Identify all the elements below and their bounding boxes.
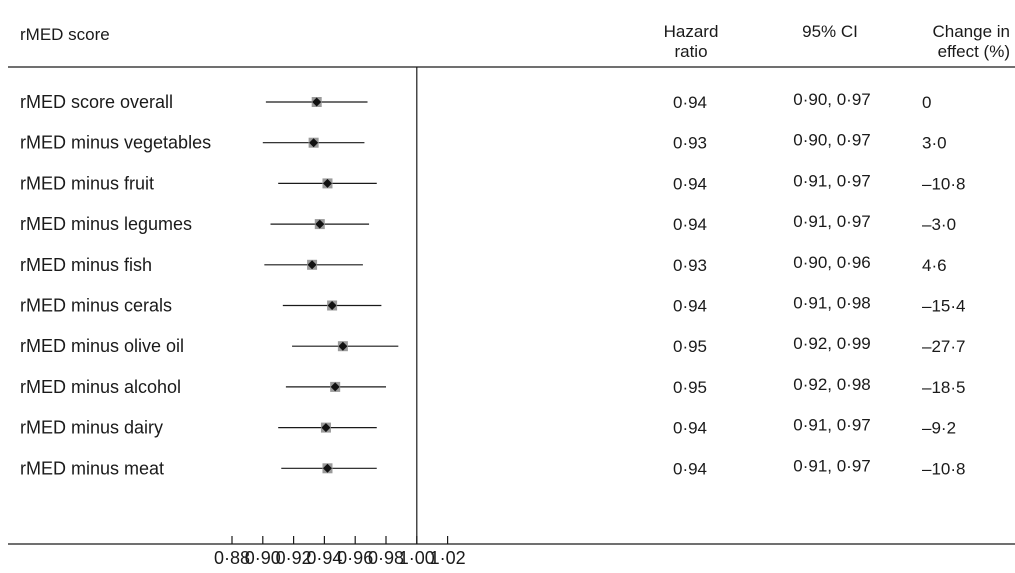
- x-tick-label-7: 1·02: [430, 548, 466, 568]
- point-estimate-1: [309, 138, 319, 148]
- row-label-3: rMED minus legumes: [20, 214, 192, 234]
- row-change-5: –15·4: [922, 297, 965, 316]
- row-hr-8: 0·94: [673, 419, 707, 438]
- row-ci-4: 0·90, 0·96: [793, 253, 871, 272]
- row-label-8: rMED minus dairy: [20, 418, 163, 438]
- row-ci-3: 0·91, 0·97: [793, 212, 871, 231]
- row-ci-2: 0·91, 0·97: [793, 171, 871, 190]
- x-tick-label-5: 0·98: [368, 548, 404, 568]
- row-change-6: –27·7: [922, 337, 965, 356]
- row-change-9: –10·8: [922, 459, 965, 478]
- row-label-0: rMED score overall: [20, 92, 173, 112]
- change-header-line2: effect (%): [937, 42, 1010, 61]
- x-tick-label-1: 0·90: [245, 548, 281, 568]
- row-change-2: –10·8: [922, 174, 965, 193]
- row-label-4: rMED minus fish: [20, 255, 152, 275]
- row-hr-6: 0·95: [673, 337, 707, 356]
- change-column-header: Change in effect (%): [900, 22, 1010, 62]
- row-hr-4: 0·93: [673, 256, 707, 275]
- label-column-header: rMED score: [20, 25, 110, 44]
- row-hr-5: 0·94: [673, 297, 707, 316]
- row-ci-9: 0·91, 0·97: [793, 456, 871, 475]
- point-estimate-9: [322, 463, 332, 473]
- row-label-9: rMED minus meat: [20, 458, 164, 478]
- row-label-1: rMED minus vegetables: [20, 133, 211, 153]
- point-estimate-0: [312, 97, 322, 107]
- row-hr-0: 0·94: [673, 93, 707, 112]
- row-ci-5: 0·91, 0·98: [793, 294, 871, 313]
- x-tick-label-0: 0·88: [214, 548, 250, 568]
- row-ci-1: 0·90, 0·97: [793, 131, 871, 150]
- row-change-1: 3·0: [922, 134, 947, 153]
- point-estimate-2: [322, 178, 332, 188]
- row-label-7: rMED minus alcohol: [20, 377, 181, 397]
- row-hr-3: 0·94: [673, 215, 707, 234]
- row-ci-0: 0·90, 0·97: [793, 90, 871, 109]
- row-change-0: 0: [922, 93, 931, 112]
- x-tick-label-3: 0·94: [306, 548, 342, 568]
- x-tick-label-6: 1·00: [399, 548, 435, 568]
- row-hr-7: 0·95: [673, 378, 707, 397]
- hazard-ratio-column-header: Hazard ratio: [655, 22, 727, 62]
- row-hr-2: 0·94: [673, 174, 707, 193]
- row-ci-7: 0·92, 0·98: [793, 375, 871, 394]
- point-estimate-4: [307, 260, 317, 270]
- row-hr-1: 0·93: [673, 134, 707, 153]
- row-ci-6: 0·92, 0·99: [793, 334, 871, 353]
- change-header-line1: Change in: [932, 22, 1010, 41]
- ci-column-header: 95% CI: [802, 22, 858, 41]
- row-change-4: 4·6: [922, 256, 947, 275]
- point-estimate-7: [330, 382, 340, 392]
- row-label-2: rMED minus fruit: [20, 173, 154, 193]
- row-hr-9: 0·94: [673, 459, 707, 478]
- row-change-8: –9·2: [922, 419, 956, 438]
- row-change-7: –18·5: [922, 378, 965, 397]
- row-ci-8: 0·91, 0·97: [793, 416, 871, 435]
- row-change-3: –3·0: [922, 215, 956, 234]
- hazard-ratio-header-line2: ratio: [674, 42, 708, 61]
- row-label-5: rMED minus cerals: [20, 296, 172, 316]
- row-label-6: rMED minus olive oil: [20, 336, 184, 356]
- x-tick-label-4: 0·96: [337, 548, 373, 568]
- point-estimate-8: [321, 423, 331, 433]
- x-tick-label-2: 0·92: [276, 548, 312, 568]
- hazard-ratio-header-line1: Hazard: [663, 22, 719, 41]
- point-estimate-6: [338, 341, 348, 351]
- point-estimate-3: [315, 219, 325, 229]
- point-estimate-5: [327, 301, 337, 310]
